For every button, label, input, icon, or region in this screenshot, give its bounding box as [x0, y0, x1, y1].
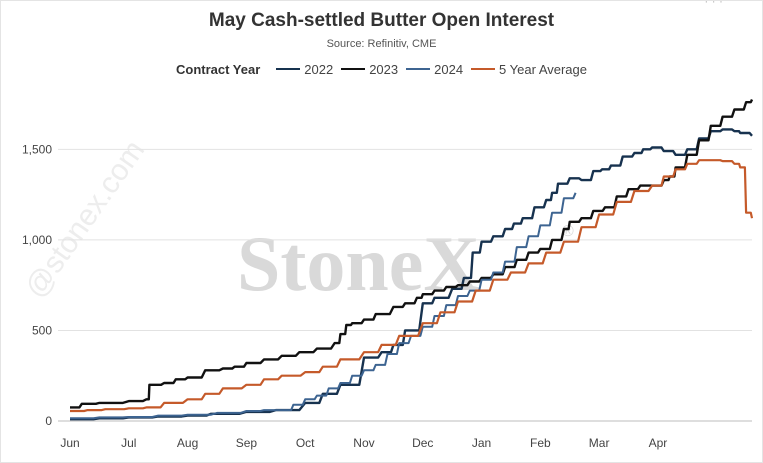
y-tick-label: 1,500 — [22, 142, 52, 156]
series-line-2024 — [70, 192, 577, 420]
legend-item-2022[interactable]: 2022 — [276, 62, 333, 77]
legend-item-5yr-avg[interactable]: 5 Year Average — [471, 62, 587, 77]
watermark-main-text: StoneX — [237, 220, 480, 307]
legend-swatch-2022 — [276, 68, 301, 70]
legend-swatch-5yr-avg — [471, 68, 496, 70]
legend-label-2023: 2023 — [369, 61, 399, 77]
watermark-registered-mark: ® — [562, 223, 574, 240]
y-tick-label: 1,000 — [22, 233, 52, 247]
x-tick-label: Nov — [353, 436, 374, 450]
legend-swatch-2024 — [406, 68, 431, 70]
x-tick-label: Apr — [649, 436, 668, 450]
chart-subtitle: Source: Refinitiv, CME — [326, 38, 437, 50]
series-group — [70, 99, 754, 421]
watermark: @stonex.com StoneX ® — [19, 134, 574, 307]
legend: Contract Year 2022 2023 2024 5 Year Aver… — [0, 60, 763, 78]
x-tick-label: Sep — [236, 436, 258, 450]
series-line-5-year-average — [70, 159, 754, 413]
x-tick-label: Feb — [530, 436, 551, 450]
x-tick-label: Aug — [177, 436, 198, 450]
x-tick-label: Jun — [60, 436, 79, 450]
series-line-2022 — [70, 128, 753, 421]
x-tick-label: Jul — [121, 436, 136, 450]
legend-item-2024[interactable]: 2024 — [406, 62, 463, 77]
x-tick-label: Mar — [589, 436, 610, 450]
legend-label-2024: 2024 — [434, 61, 464, 77]
legend-swatch-2023 — [341, 68, 366, 70]
x-tick-label: Jan — [472, 436, 491, 450]
legend-label-2022: 2022 — [304, 61, 334, 77]
y-tick-label: 500 — [32, 323, 52, 337]
x-axis: Jun Jul Aug Sep Oct Nov Dec Jan Feb Mar Apr — [60, 436, 667, 450]
top-right-marks: · · · — [704, 0, 723, 8]
y-tick-label: 0 — [45, 414, 52, 428]
x-tick-label: Oct — [296, 436, 315, 450]
legend-item-2023[interactable]: 2023 — [341, 62, 398, 77]
legend-label-5yr-avg: 5 Year Average — [499, 61, 587, 77]
watermark-side-text: @stonex.com — [19, 134, 151, 304]
x-tick-label: Dec — [412, 436, 433, 450]
legend-title: Contract Year — [175, 61, 261, 77]
y-axis: 0 500 1,000 1,500 — [22, 142, 52, 428]
chart-title: May Cash-settled Butter Open Interest — [208, 10, 555, 31]
